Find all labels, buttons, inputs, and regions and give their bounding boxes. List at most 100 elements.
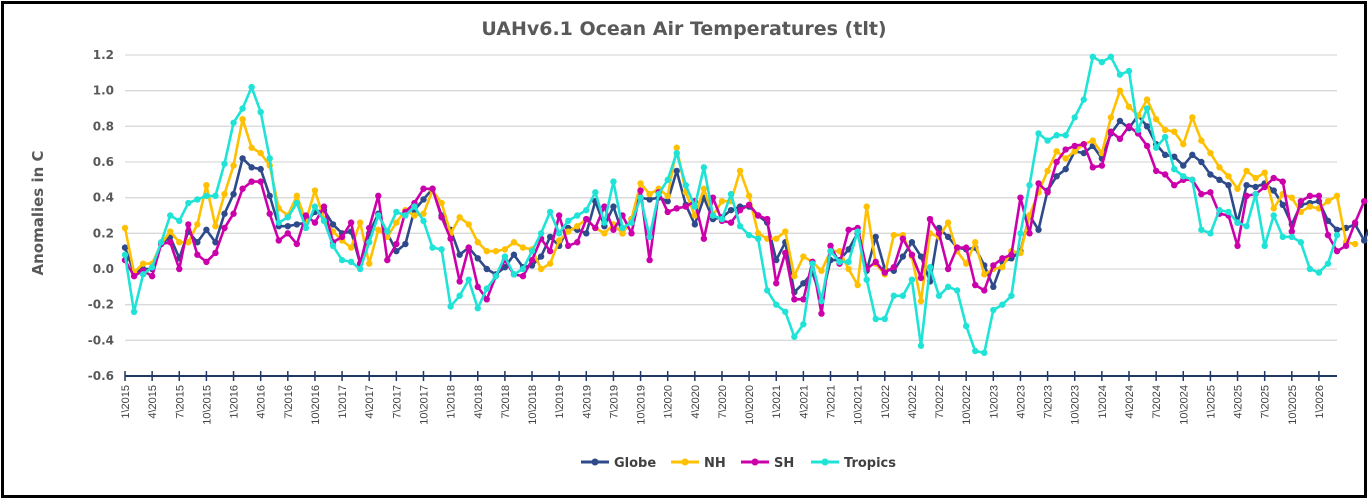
series-line-sh (123, 125, 1366, 315)
x-tick-label: 7\2018 (500, 385, 512, 419)
data-point (293, 240, 301, 248)
gridlines (125, 54, 1337, 341)
data-point (266, 192, 273, 200)
data-point (230, 119, 237, 126)
data-point (1351, 219, 1359, 226)
legend-item-nh[interactable]: NH (671, 456, 726, 471)
data-point (474, 255, 481, 262)
x-tick-label: 10\2025 (1287, 385, 1299, 425)
data-point (130, 308, 138, 315)
data-point (872, 233, 879, 241)
data-point (1324, 231, 1332, 239)
data-point (673, 149, 680, 157)
data-point (1189, 114, 1196, 121)
x-tick-label: 4\2025 (1233, 385, 1245, 419)
data-point (1234, 219, 1241, 226)
data-point (239, 116, 246, 123)
data-point (1171, 153, 1178, 160)
data-point (736, 206, 744, 214)
data-point (167, 212, 174, 219)
data-point (664, 192, 671, 200)
data-point (727, 190, 735, 198)
data-point (1297, 239, 1305, 246)
data-point (230, 162, 237, 169)
data-point (157, 239, 165, 246)
data-point (1116, 87, 1124, 94)
data-point (917, 253, 925, 260)
data-point (999, 301, 1006, 308)
data-point (1026, 181, 1033, 189)
data-point (483, 247, 490, 255)
legend-swatch-marker (751, 458, 759, 466)
data-point (1107, 53, 1115, 60)
legend-item-sh[interactable]: SH (741, 456, 794, 471)
x-tick-label: 4\2017 (364, 385, 376, 419)
data-point (1243, 192, 1250, 200)
data-point (1351, 240, 1359, 248)
data-point (917, 297, 925, 305)
data-point (574, 223, 581, 230)
x-tick-label: 10\2019 (636, 385, 648, 425)
data-point (727, 219, 735, 226)
x-tick-label: 7\2021 (826, 385, 838, 419)
data-point (691, 212, 699, 219)
data-point (899, 235, 907, 242)
data-point (194, 196, 201, 203)
data-point (393, 219, 400, 226)
data-point (257, 108, 264, 116)
data-point (375, 212, 382, 219)
legend-item-tropics[interactable]: Tropics (811, 456, 896, 471)
data-point (501, 246, 509, 253)
data-point (908, 276, 916, 283)
x-tick-label: 1\2018 (446, 385, 458, 419)
data-point (555, 212, 563, 219)
data-point (1252, 190, 1259, 198)
data-point (546, 260, 554, 267)
data-point (1288, 233, 1296, 241)
data-point (1062, 146, 1069, 153)
data-point (637, 180, 644, 187)
data-point (592, 224, 599, 232)
data-point (1225, 208, 1232, 216)
data-point (1261, 183, 1268, 191)
data-point (429, 244, 436, 251)
data-point (565, 228, 572, 235)
legend-label: Globe (614, 456, 656, 471)
data-point (221, 160, 228, 167)
data-point (1071, 148, 1078, 155)
data-point (673, 144, 680, 151)
data-point (501, 253, 509, 260)
data-point (944, 283, 952, 291)
data-point (185, 221, 192, 228)
data-point (583, 230, 590, 237)
data-point (637, 187, 644, 194)
data-point (1252, 183, 1259, 191)
data-point (474, 305, 481, 312)
data-point (420, 185, 427, 192)
data-point (329, 221, 337, 228)
data-point (230, 210, 237, 217)
data-point (818, 297, 825, 305)
data-point (1216, 206, 1223, 214)
data-point (1035, 130, 1042, 137)
data-point (1062, 132, 1069, 139)
data-point (637, 194, 644, 201)
data-point (1080, 140, 1087, 148)
data-point (1116, 71, 1124, 78)
data-point (800, 296, 807, 303)
data-point (845, 246, 852, 253)
data-point (311, 203, 319, 210)
data-point (1171, 181, 1178, 189)
x-tick-label: 1\2026 (1314, 385, 1326, 419)
data-point (393, 247, 400, 255)
data-point (510, 251, 518, 258)
x-tick-label: 1\2016 (229, 385, 241, 419)
data-point (1189, 176, 1196, 184)
data-point (1333, 231, 1341, 239)
data-point (935, 230, 943, 237)
legend-item-globe[interactable]: Globe (581, 456, 656, 471)
data-point (800, 280, 807, 287)
data-point (773, 280, 780, 287)
x-tick-label: 4\2020 (690, 385, 702, 419)
